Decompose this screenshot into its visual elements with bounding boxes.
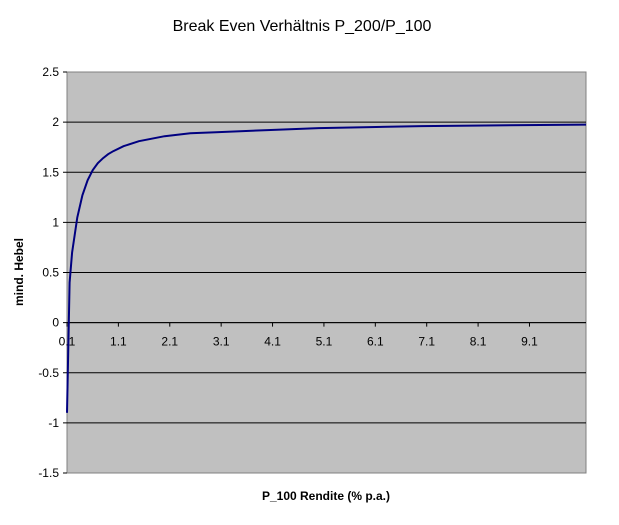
y-tick-label: -1.5	[38, 466, 59, 480]
x-tick-label: 3.1	[213, 335, 230, 349]
y-axis-ticks: 2.5 2 1.5 1 0.5 0 -0.5 -1 -1.5	[38, 65, 67, 480]
y-tick-label: 1	[52, 215, 59, 229]
y-tick-label: -1	[48, 416, 59, 430]
y-tick-label: 1.5	[42, 165, 59, 179]
y-axis-label: mind. Hebel	[12, 238, 26, 306]
chart-title: Break Even Verhältnis P_200/P_100	[173, 18, 432, 35]
x-tick-label: 8.1	[470, 335, 487, 349]
x-tick-label: 1.1	[110, 335, 127, 349]
x-axis-ticks: 0.1 1.1 2.1 3.1 4.1 5.1 6.1 7.1 8.1 9.1	[59, 322, 538, 349]
x-tick-label: 0.1	[59, 335, 76, 349]
y-tick-label: 2.5	[42, 65, 59, 79]
y-tick-label: 0	[52, 316, 59, 330]
y-tick-label: -0.5	[38, 366, 59, 380]
x-tick-label: 4.1	[264, 335, 281, 349]
y-tick-label: 0.5	[42, 266, 59, 280]
series-line	[66, 123, 587, 413]
x-tick-label: 9.1	[521, 335, 538, 349]
y-tick-label: 2	[52, 115, 59, 129]
x-tick-label: 6.1	[367, 335, 384, 349]
x-tick-label: 2.1	[161, 335, 178, 349]
x-tick-label: 7.1	[418, 335, 435, 349]
x-axis-label: P_100 Rendite (% p.a.)	[262, 489, 390, 503]
x-tick-label: 5.1	[316, 335, 333, 349]
